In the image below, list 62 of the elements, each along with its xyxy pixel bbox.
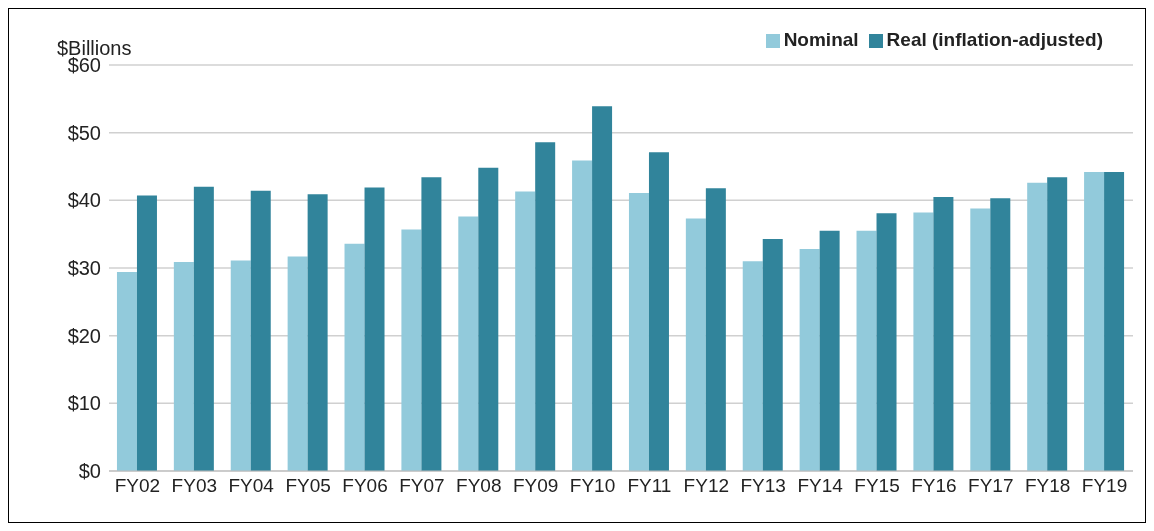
bar [344,243,365,471]
bar [421,177,442,471]
bar [970,208,991,471]
bar [913,212,934,471]
y-tick-label: $50 [67,121,101,144]
x-tick-label: FY06 [342,475,388,497]
x-tick-label: FY15 [854,475,900,497]
bar [856,230,877,471]
bar [478,167,499,471]
bar [364,187,385,471]
bar [933,196,954,471]
bar [648,152,669,471]
x-tick-label: FY16 [911,475,957,497]
x-tick-label: FY17 [968,475,1014,497]
y-tick-label: $0 [78,460,101,483]
bar [173,261,194,471]
x-tick-label: FY10 [569,475,616,497]
bar [876,213,897,471]
bar [819,230,840,471]
bar [990,198,1011,471]
x-tick-label: FY04 [228,475,275,497]
bar [705,188,726,471]
bar [535,142,556,471]
bar [799,249,820,471]
bar [685,218,706,471]
y-tick-label: $20 [67,324,101,347]
bar [1104,171,1125,471]
bar [762,238,783,471]
bar [116,272,137,471]
x-tick-label: FY08 [456,475,502,497]
bar [401,229,422,471]
x-tick-label: FY02 [114,475,161,497]
bar [742,261,763,471]
y-tick-label: $10 [67,392,101,415]
bar [1047,177,1068,471]
bar [1084,171,1105,471]
x-tick-label: FY12 [683,475,730,497]
y-tick-label: $40 [67,189,101,212]
bar [458,216,479,471]
bar [1027,182,1048,471]
x-tick-label: FY19 [1081,475,1128,497]
x-tick-label: FY09 [512,475,559,497]
bar [572,160,593,471]
x-tick-label: FY07 [399,475,445,497]
bar [307,194,328,471]
x-tick-label: FY18 [1024,475,1071,497]
x-tick-label: FY14 [797,475,844,497]
x-tick-label: FY11 [627,475,672,497]
bar [515,191,536,471]
bar [193,186,214,471]
bar [287,256,308,471]
bar [628,192,649,471]
bar [136,195,157,471]
x-tick-label: FY05 [285,475,331,497]
legend-label: Real (inflation-adjusted) [886,29,1103,50]
x-tick-label: FY13 [740,475,786,497]
legend-label: Nominal [783,29,859,50]
bar [230,260,251,471]
bar [250,190,271,471]
y-tick-label: $30 [67,257,101,280]
x-tick-label: FY03 [171,475,218,497]
bar [592,106,613,471]
